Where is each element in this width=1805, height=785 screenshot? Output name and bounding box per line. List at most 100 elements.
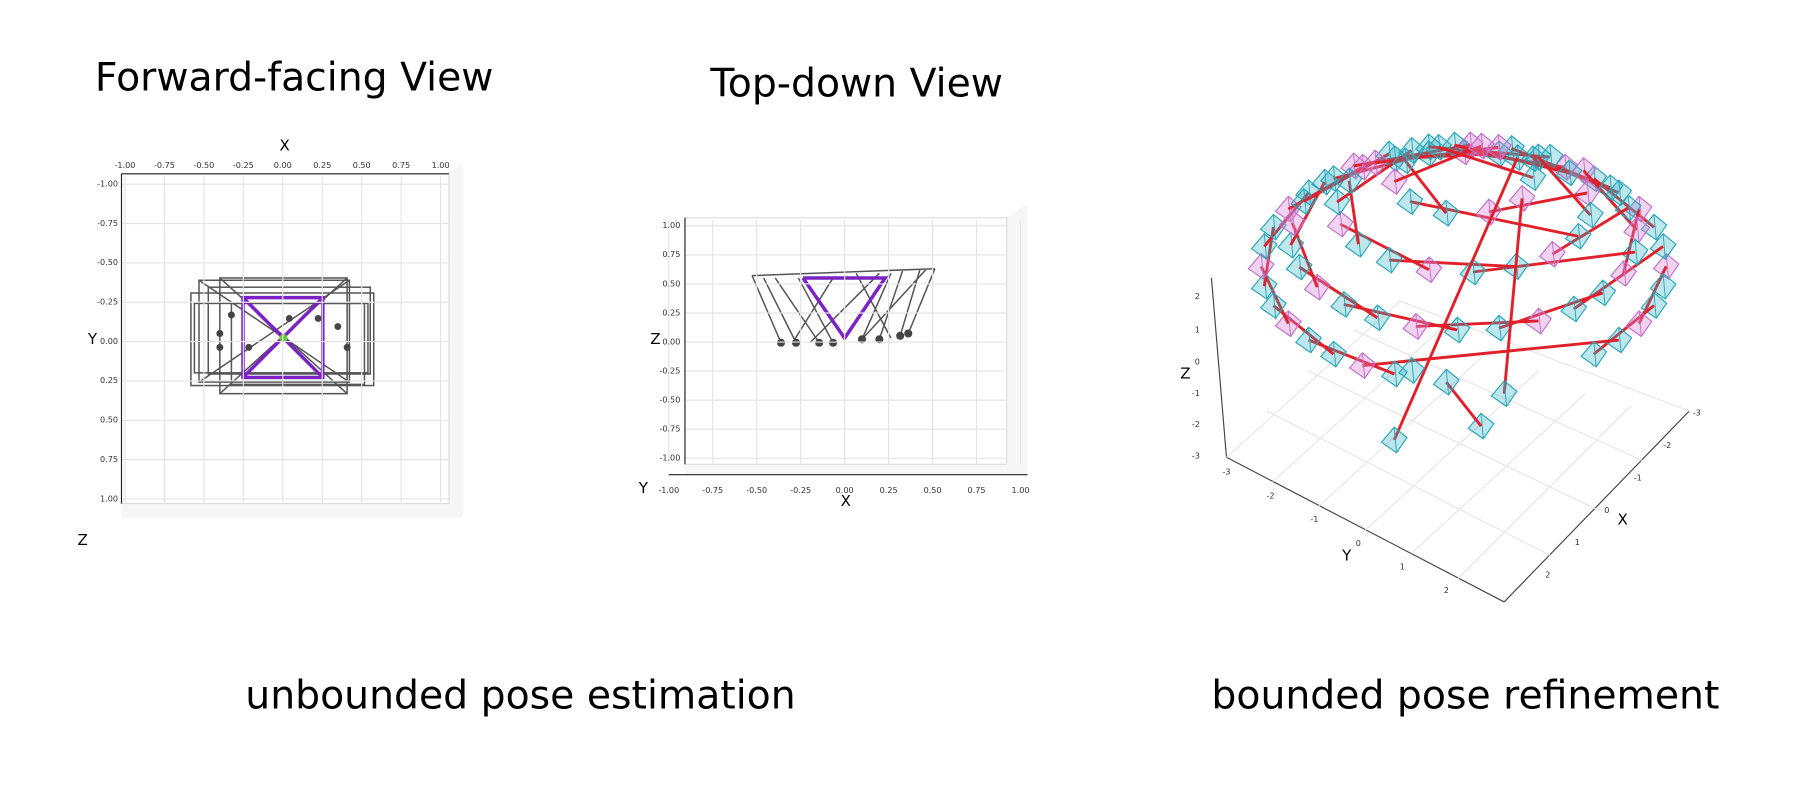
x-tick-label: -0.50 [746, 485, 767, 495]
caption: unbounded pose estimation [245, 672, 795, 718]
x-tick-label: 0.50 [924, 485, 942, 495]
camera-ray [1260, 253, 1264, 280]
axis-label: Y [638, 479, 649, 497]
pose-correction [1438, 145, 1534, 180]
camera-ray [1532, 164, 1536, 191]
pose-correction [1409, 200, 1579, 238]
caption: bounded pose refinement [1211, 672, 1719, 718]
y-tick-label: 0.75 [100, 454, 118, 464]
z-tick-label: -1.00 [659, 453, 680, 463]
axis-label: Z [1180, 365, 1190, 383]
x-tick-label: -0.50 [193, 160, 214, 170]
z-tick-label: -0.25 [659, 365, 680, 375]
camera-ray [1516, 144, 1521, 171]
camera-ray [1627, 195, 1631, 221]
y-tick-label: 0.50 [100, 415, 118, 425]
camera-ray [1638, 310, 1642, 337]
pose-correction [1393, 144, 1482, 183]
camera-ray [1361, 352, 1366, 379]
x-tick-label: 1 [1575, 537, 1580, 547]
camera-ray [1638, 196, 1642, 222]
pose-correction [1582, 169, 1638, 231]
camera-ray [1404, 148, 1409, 174]
camera-ray [1564, 154, 1568, 180]
camera-ray [1498, 315, 1502, 341]
camera-ray [1376, 304, 1381, 331]
camera-ray [1662, 233, 1666, 260]
camera-ray [1618, 179, 1622, 206]
camera-ray [1388, 247, 1392, 273]
camera-ray [1602, 280, 1606, 306]
x-tick-label: 1.00 [432, 160, 450, 170]
x-tick-label: -0.75 [702, 485, 723, 495]
camera-ray [1538, 308, 1542, 334]
camera-ray [1623, 260, 1627, 287]
y-tick-label: -0.25 [97, 297, 118, 307]
pose-correction [1551, 206, 1629, 256]
x-tick-label: -1.00 [115, 160, 136, 170]
camera-ray [1497, 134, 1502, 161]
pose-correction [1592, 304, 1655, 356]
pose-correction [1488, 191, 1588, 214]
pose-correction [1362, 338, 1619, 368]
camera-ray [1291, 210, 1296, 236]
pose-correction [1392, 157, 1519, 441]
camera-ray [1636, 216, 1640, 243]
camera-frustum [1375, 246, 1403, 274]
x-tick-label: 0.25 [880, 485, 898, 495]
camera-ray [1308, 179, 1312, 206]
camera-ray [1551, 241, 1556, 267]
camera-ray [1445, 200, 1449, 226]
camera-ray [1549, 144, 1553, 170]
z-tick-label: 0.75 [662, 249, 680, 259]
x-tick-label: 0.75 [392, 160, 410, 170]
camera-ray [1609, 174, 1613, 201]
camera-ray [1393, 361, 1398, 387]
pose-correction [1537, 155, 1592, 216]
camera-ray [1388, 141, 1392, 167]
x-tick-label: 1.00 [1012, 485, 1030, 495]
camera-ray [1618, 327, 1622, 353]
camera-ray [1456, 317, 1460, 343]
y-tick-label: -3 [1222, 467, 1230, 477]
pose-correction [1389, 258, 1516, 269]
camera-ray [1333, 341, 1337, 367]
camera-ray [1409, 188, 1413, 215]
x-tick-label: -0.25 [233, 160, 254, 170]
camera-ray [1568, 160, 1572, 186]
x-tick-label: -1 [1634, 472, 1642, 482]
camera-ray [1445, 369, 1450, 395]
camera-ray [1428, 256, 1432, 283]
z-tick-label: 2 [1195, 291, 1200, 301]
axis-label: Z [650, 330, 660, 348]
camera-ray [1480, 413, 1484, 439]
panel-title: Forward-facing View [95, 55, 494, 101]
camera-ray [1577, 223, 1581, 250]
y-tick-label: -0.50 [97, 257, 118, 267]
pose-correction [1502, 198, 1524, 394]
x-tick-label: 0.00 [836, 485, 854, 495]
camera-ray [1343, 291, 1347, 318]
camera-ray [1316, 274, 1321, 300]
z-tick-label: 0.25 [662, 307, 680, 317]
camera-ray [1634, 239, 1638, 265]
camera-ray [1415, 313, 1419, 340]
x-tick-label: -0.25 [790, 485, 811, 495]
y-tick-label: -1.00 [97, 179, 118, 189]
y-tick-label: 0 [1356, 538, 1361, 548]
camera-ray [1480, 133, 1485, 159]
axis-label: Y [1341, 546, 1352, 564]
x-tick-label: -1.00 [658, 485, 679, 495]
camera-ray [1573, 296, 1577, 322]
camera-ray [1357, 231, 1362, 258]
camera-ray [1298, 254, 1302, 280]
camera-ray [1348, 168, 1352, 194]
axis-label: X [1618, 510, 1628, 528]
camera-ray [1393, 427, 1398, 453]
y-tick-label: 1.00 [100, 493, 118, 503]
y-tick-label: 0.25 [100, 375, 118, 385]
x-tick-label: 0.25 [313, 160, 331, 170]
z-tick-label: -1 [1192, 388, 1200, 398]
topdown-plot [668, 203, 1028, 476]
